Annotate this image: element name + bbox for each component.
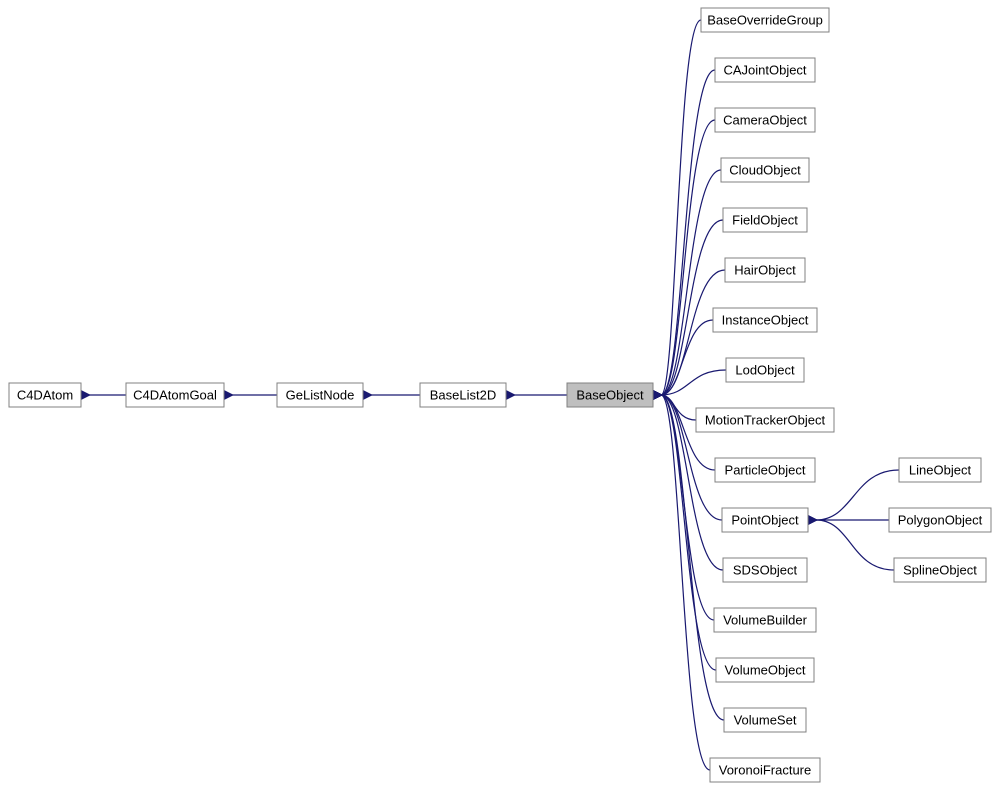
node-CameraObject[interactable]: CameraObject [715, 108, 815, 132]
node-VolumeSet[interactable]: VolumeSet [724, 708, 806, 732]
node-BaseList2D[interactable]: BaseList2D [420, 383, 506, 407]
node-label: CAJointObject [723, 62, 806, 77]
node-label: BaseList2D [430, 387, 496, 402]
node-label: FieldObject [732, 212, 798, 227]
node-C4DAtomGoal[interactable]: C4DAtomGoal [126, 383, 224, 407]
node-LodObject[interactable]: LodObject [726, 358, 804, 382]
inheritance-edge [661, 395, 716, 670]
node-LineObject[interactable]: LineObject [899, 458, 981, 482]
node-MotionTrackerObject[interactable]: MotionTrackerObject [696, 408, 834, 432]
node-label: LineObject [909, 462, 972, 477]
node-label: BaseOverrideGroup [707, 12, 823, 27]
inheritance-edge [816, 470, 899, 520]
node-label: SDSObject [733, 562, 798, 577]
node-label: PointObject [731, 512, 799, 527]
node-CloudObject[interactable]: CloudObject [721, 158, 809, 182]
node-label: VoronoiFracture [719, 762, 812, 777]
node-label: VolumeObject [725, 662, 806, 677]
node-label: GeListNode [286, 387, 355, 402]
node-label: CloudObject [729, 162, 801, 177]
node-FieldObject[interactable]: FieldObject [723, 208, 807, 232]
node-label: MotionTrackerObject [705, 412, 826, 427]
node-PointObject[interactable]: PointObject [722, 508, 808, 532]
node-label: PolygonObject [898, 512, 983, 527]
node-SDSObject[interactable]: SDSObject [723, 558, 807, 582]
inheritance-edge [661, 20, 701, 395]
node-label: LodObject [735, 362, 795, 377]
inheritance-edge [661, 395, 724, 720]
inheritance-diagram: C4DAtom C4DAtomGoal GeListNode BaseList2D Ba… [0, 0, 1003, 797]
inheritance-edge [661, 395, 710, 770]
node-VolumeBuilder[interactable]: VolumeBuilder [714, 608, 816, 632]
node-label: CameraObject [723, 112, 807, 127]
node-C4DAtom[interactable]: C4DAtom [9, 383, 81, 407]
node-ParticleObject[interactable]: ParticleObject [715, 458, 815, 482]
node-label: VolumeSet [734, 712, 797, 727]
nodes-group: C4DAtom C4DAtomGoal GeListNode BaseList2D Ba… [9, 8, 991, 782]
node-VolumeObject[interactable]: VolumeObject [716, 658, 814, 682]
node-label: VolumeBuilder [723, 612, 807, 627]
node-BaseOverrideGroup[interactable]: BaseOverrideGroup [701, 8, 829, 32]
node-CAJointObject[interactable]: CAJointObject [715, 58, 815, 82]
node-PolygonObject[interactable]: PolygonObject [889, 508, 991, 532]
inheritance-edge [816, 520, 894, 570]
node-label: InstanceObject [722, 312, 809, 327]
node-label: HairObject [734, 262, 796, 277]
node-VoronoiFracture[interactable]: VoronoiFracture [710, 758, 820, 782]
node-HairObject[interactable]: HairObject [725, 258, 805, 282]
node-label: C4DAtomGoal [133, 387, 217, 402]
node-label: ParticleObject [725, 462, 806, 477]
node-label: BaseObject [576, 387, 644, 402]
node-label: SplineObject [903, 562, 977, 577]
node-InstanceObject[interactable]: InstanceObject [713, 308, 817, 332]
node-BaseObject: BaseObject [567, 383, 653, 407]
node-label: C4DAtom [17, 387, 73, 402]
node-SplineObject[interactable]: SplineObject [894, 558, 986, 582]
node-GeListNode[interactable]: GeListNode [277, 383, 363, 407]
